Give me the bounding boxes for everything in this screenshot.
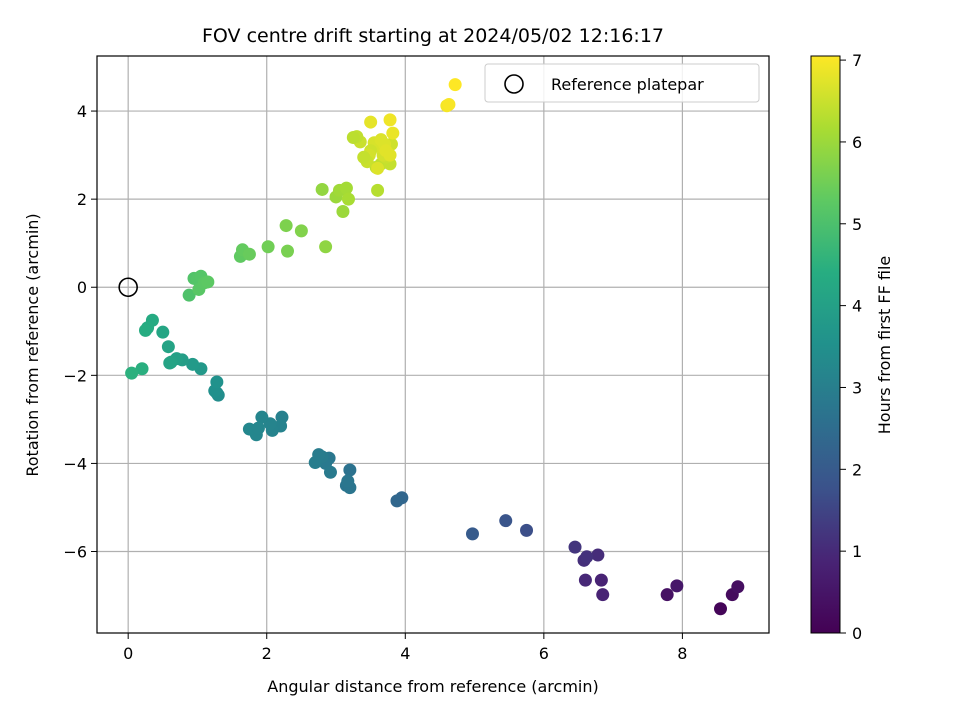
x-tick-label: 6 bbox=[539, 644, 549, 663]
scatter-points bbox=[125, 78, 745, 616]
data-point bbox=[341, 474, 355, 488]
data-point bbox=[255, 410, 269, 424]
data-point bbox=[364, 115, 378, 129]
colorbar-tick-label: 4 bbox=[852, 297, 862, 316]
data-point bbox=[315, 182, 329, 196]
y-tick-label: −4 bbox=[63, 454, 87, 473]
data-point bbox=[163, 356, 177, 370]
data-point bbox=[279, 219, 293, 233]
data-point bbox=[383, 113, 397, 127]
legend-marker bbox=[504, 74, 524, 94]
colorbar-tick-label: 1 bbox=[852, 542, 862, 561]
y-tick-label: 2 bbox=[77, 190, 87, 209]
data-point bbox=[660, 588, 674, 602]
data-point bbox=[261, 240, 275, 254]
y-tick-label: −2 bbox=[63, 366, 87, 385]
data-point bbox=[308, 456, 322, 470]
data-point bbox=[465, 527, 479, 541]
colorbar-tick-label: 6 bbox=[852, 133, 862, 152]
data-point bbox=[371, 161, 385, 175]
plot-frame bbox=[96, 55, 770, 634]
y-tick-label: −6 bbox=[63, 543, 87, 562]
data-point bbox=[594, 573, 608, 587]
chart-title: FOV centre drift starting at 2024/05/02 … bbox=[202, 25, 664, 47]
colorbar-ticks: 0 1 2 3 4 5 6 7 bbox=[840, 51, 862, 643]
x-axis-label: Angular distance from reference (arcmin) bbox=[267, 677, 598, 696]
data-point bbox=[442, 97, 456, 111]
data-point bbox=[520, 523, 534, 537]
data-point bbox=[580, 550, 594, 564]
data-point bbox=[578, 573, 592, 587]
data-point bbox=[186, 357, 200, 371]
data-point bbox=[371, 183, 385, 197]
y-axis-label: Rotation from reference (arcmin) bbox=[23, 213, 42, 476]
data-point bbox=[383, 148, 397, 162]
data-point bbox=[499, 514, 513, 528]
data-point bbox=[591, 548, 605, 562]
data-point bbox=[135, 362, 149, 376]
data-point bbox=[242, 247, 256, 261]
data-point bbox=[161, 340, 175, 354]
data-point bbox=[670, 579, 684, 593]
data-point bbox=[294, 224, 308, 238]
colorbar: 0 1 2 3 4 5 6 7 Hours from first FF file bbox=[810, 51, 894, 643]
data-point bbox=[125, 366, 139, 380]
reference-platepar-marker bbox=[118, 277, 138, 298]
data-point bbox=[251, 421, 265, 435]
x-tick-label: 8 bbox=[677, 644, 687, 663]
y-tick-label: 0 bbox=[77, 278, 87, 297]
x-tick-label: 0 bbox=[123, 644, 133, 663]
data-point bbox=[346, 130, 360, 144]
legend-entry-label: Reference platepar bbox=[551, 75, 704, 94]
data-point bbox=[731, 580, 745, 594]
colorbar-tick-label: 0 bbox=[852, 624, 862, 643]
data-point bbox=[343, 463, 357, 477]
data-point bbox=[281, 244, 295, 258]
x-tick-label: 2 bbox=[262, 644, 272, 663]
x-axis-ticks: 0 2 4 6 8 bbox=[123, 633, 687, 663]
data-point bbox=[336, 204, 350, 218]
colorbar-tick-label: 7 bbox=[852, 51, 862, 70]
data-point bbox=[341, 192, 355, 206]
data-point bbox=[386, 126, 400, 140]
legend: Reference platepar bbox=[484, 63, 760, 103]
data-point bbox=[714, 602, 728, 616]
data-point bbox=[319, 240, 333, 254]
colorbar-label: Hours from first FF file bbox=[875, 256, 894, 435]
legend-box bbox=[484, 63, 760, 103]
y-axis-ticks: −6 −4 −2 0 2 4 bbox=[63, 102, 97, 562]
data-point bbox=[210, 375, 224, 389]
x-tick-label: 4 bbox=[400, 644, 410, 663]
colorbar-gradient bbox=[810, 55, 841, 634]
y-tick-label: 4 bbox=[77, 102, 87, 121]
data-point bbox=[390, 494, 404, 508]
data-point bbox=[596, 588, 610, 602]
data-point bbox=[448, 78, 462, 92]
data-point bbox=[156, 325, 170, 339]
data-point bbox=[182, 288, 196, 302]
colorbar-tick-label: 3 bbox=[852, 378, 862, 397]
data-point bbox=[357, 150, 371, 164]
colorbar-tick-label: 2 bbox=[852, 460, 862, 479]
data-point bbox=[323, 465, 337, 479]
data-point bbox=[568, 540, 582, 554]
data-point bbox=[339, 181, 353, 195]
data-point bbox=[138, 323, 152, 337]
colorbar-tick-label: 5 bbox=[852, 215, 862, 234]
data-point bbox=[201, 275, 215, 289]
